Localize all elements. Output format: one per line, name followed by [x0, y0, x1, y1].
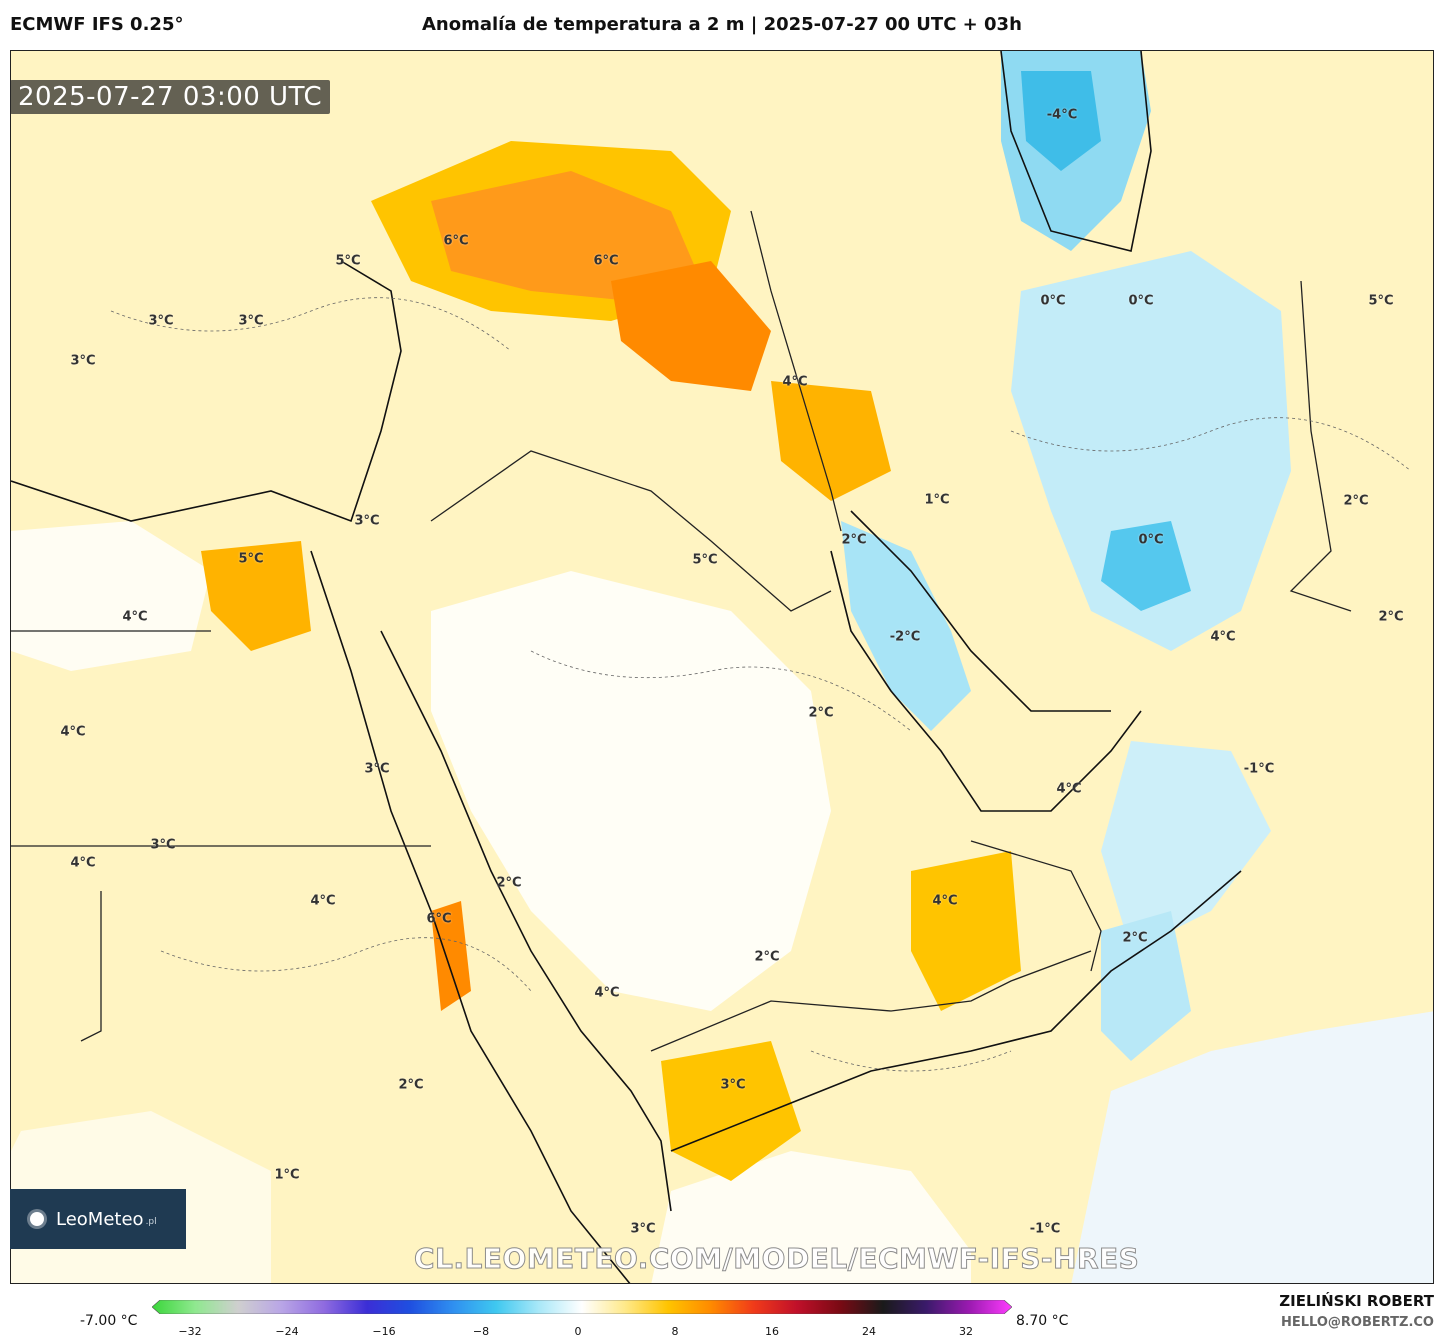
map-label: 4°C [310, 893, 336, 909]
map-label: 2°C [841, 532, 867, 548]
saudi-iraq-border [430, 450, 832, 612]
contour-1 [110, 297, 512, 352]
east-med-coastline [11, 260, 402, 523]
map-label: 0°C [1138, 532, 1164, 548]
colorbar-max-label: 8.70 °C [1016, 1313, 1069, 1329]
egypt-west-light-area [11, 521, 211, 671]
colorbar [152, 1300, 1012, 1314]
iraq-hot-core [611, 261, 771, 391]
contour-3 [1010, 417, 1412, 472]
map-title: Anomalía de temperatura a 2 m | 2025-07-… [422, 14, 1022, 35]
colorbar-tick-label: 16 [765, 1325, 779, 1338]
map-label: 4°C [782, 374, 808, 390]
sudan-chad-border [80, 891, 102, 1042]
map-label: 3°C [150, 837, 176, 853]
gulf-coastline [830, 550, 1142, 812]
contour-4 [160, 937, 532, 992]
map-label: -1°C [1029, 1221, 1061, 1237]
model-title: ECMWF IFS 0.25° [10, 14, 184, 35]
saudi-oman-border [970, 840, 1102, 972]
iran-afghanistan-border [1289, 280, 1352, 612]
yemen-warm-area [661, 1041, 801, 1181]
map-label: 2°C [1122, 930, 1148, 946]
map-label: 2°C [808, 705, 834, 721]
author-name: ZIELIŃSKI ROBERT [1279, 1292, 1434, 1310]
map-label: 1°C [274, 1167, 300, 1183]
iran-cold-area [1011, 251, 1291, 651]
caspian-cold-core [1021, 71, 1101, 171]
colorbar-tick-label: −8 [472, 1325, 490, 1338]
map-label: 6°C [593, 253, 619, 269]
colorbar-tick-label: 32 [959, 1325, 973, 1338]
colorbar-min-label: -7.00 °C [80, 1313, 138, 1329]
temperature-anomaly-map: -4°C 6°C 6°C 5°C 3°C 3°C 3°C 0°C 0°C 5°C… [10, 50, 1434, 1284]
arabian-sea-area [1071, 1011, 1433, 1283]
iran-cold-spots [1101, 521, 1191, 611]
colorbar-tick-label: −32 [178, 1325, 202, 1338]
egypt-warm-area [201, 541, 311, 651]
map-label: 3°C [238, 313, 264, 329]
map-label: 3°C [720, 1077, 746, 1093]
map-label: 3°C [354, 513, 380, 529]
map-label: 3°C [70, 353, 96, 369]
red-sea-east-coastline [380, 630, 672, 1212]
colorbar-tick-label: −16 [372, 1325, 396, 1338]
map-label: 0°C [1040, 293, 1066, 309]
rub-al-khali-warm [911, 851, 1021, 1011]
map-label: 4°C [1056, 781, 1082, 797]
leometeo-logo: LeoMeteo .pl [10, 1189, 186, 1249]
zagros-warm-area [771, 381, 891, 501]
source-url-watermark: CL.LEOMETEO.COM/MODEL/ECMWF-IFS-HRES [413, 1242, 1140, 1276]
oman-coast-cold-area [1101, 911, 1191, 1061]
map-label: 4°C [122, 609, 148, 625]
map-label: 4°C [932, 893, 958, 909]
map-label: 2°C [754, 949, 780, 965]
map-label: -4°C [1046, 107, 1078, 123]
sun-icon [24, 1206, 50, 1232]
logo-tld: .pl [145, 1217, 157, 1227]
map-label: 4°C [1210, 629, 1236, 645]
map-label: 5°C [335, 253, 361, 269]
map-label: 3°C [630, 1221, 656, 1237]
map-label: 0°C [1128, 293, 1154, 309]
map-canvas [11, 51, 1433, 1283]
caspian-coastline [1000, 51, 1152, 252]
map-label: 3°C [148, 313, 174, 329]
map-label: -1°C [1243, 761, 1275, 777]
map-label: 4°C [594, 985, 620, 1001]
map-label: -2°C [889, 629, 921, 645]
oman-sea-cold-area [1101, 741, 1271, 951]
central-arabia-light-area [431, 571, 831, 1011]
iran-iraq-border [750, 210, 842, 532]
map-label: 3°C [364, 761, 390, 777]
yemen-south-light-area [651, 1151, 971, 1283]
map-label: 1°C [924, 492, 950, 508]
gulf-north-coastline [850, 510, 1111, 712]
valid-time-badge: 2025-07-27 03:00 UTC [10, 80, 331, 114]
colorbar-tick-label: 8 [671, 1325, 679, 1338]
map-label: 4°C [70, 855, 96, 871]
map-label: 5°C [692, 552, 718, 568]
map-label: 2°C [1378, 609, 1404, 625]
map-label: 2°C [398, 1077, 424, 1093]
colorbar-tick-label: 0 [574, 1325, 582, 1338]
logo-brand: LeoMeteo [56, 1208, 144, 1230]
colorbar-tick-label: 24 [862, 1325, 876, 1338]
gulf-cold-area [841, 521, 971, 731]
red-sea-west-coastline [310, 550, 631, 1283]
colorbar-tick-label: −24 [275, 1325, 299, 1338]
map-label: 6°C [426, 911, 452, 927]
map-label: 5°C [238, 551, 264, 567]
turkey-hot-core [431, 171, 701, 301]
map-label: 6°C [443, 233, 469, 249]
author-email: HELLO@ROBERTZ.CO [1280, 1315, 1434, 1330]
arabia-south-coastline [670, 870, 1242, 1152]
map-label: 2°C [496, 875, 522, 891]
map-label: 4°C [60, 724, 86, 740]
map-label: 5°C [1368, 293, 1394, 309]
contour-5 [810, 1050, 1012, 1072]
red-sea-coast-warm [431, 901, 471, 1011]
saudi-yemen-border [650, 950, 1092, 1052]
map-label: 2°C [1343, 493, 1369, 509]
